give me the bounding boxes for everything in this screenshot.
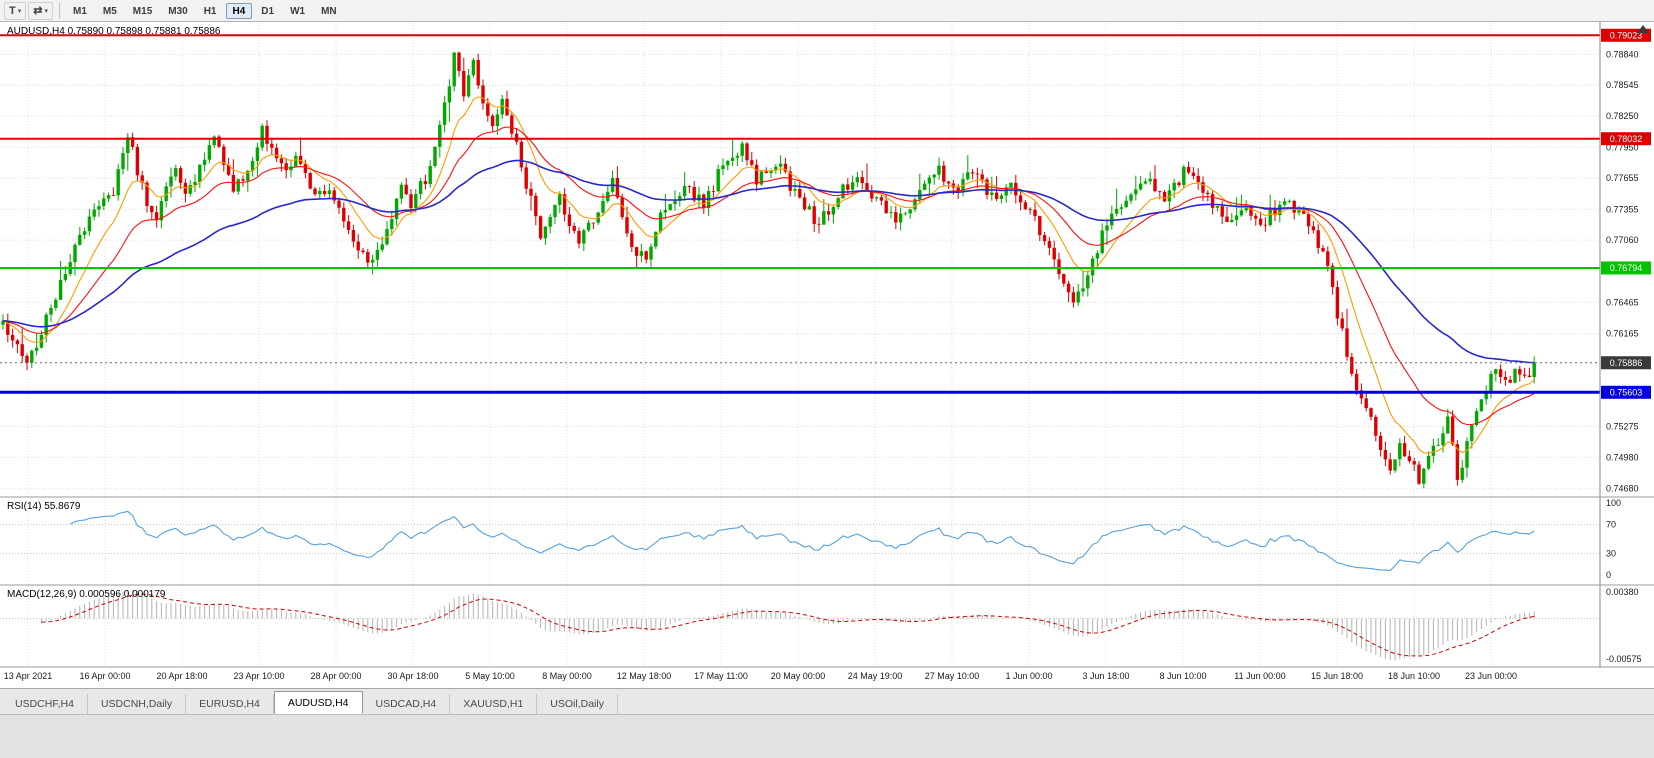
time-axis-label: 8 May 00:00 [542,671,592,681]
rsi-indicator-label: RSI(14) 55.8679 [7,501,81,512]
cursor-mode-button[interactable]: ⇄ ▾ [28,1,53,20]
svg-text:0.74980: 0.74980 [1606,452,1639,462]
ma-medium-line [2,126,1535,426]
time-axis-label: 20 Apr 18:00 [156,671,208,681]
svg-text:0.79023: 0.79023 [1610,30,1643,40]
svg-text:0.78545: 0.78545 [1606,80,1639,90]
hlines-layer [0,34,1600,394]
time-axis: 13 Apr 2021 16 Apr 00:00 20 Apr 18:00 23 Ap… [0,668,1654,688]
chart-region[interactable]: AUDUSD,H4 0.75890 0.75898 0.75881 0.7588… [0,22,1654,668]
chart-type-icon: T [9,4,16,17]
chart-tab-xauusd-h1[interactable]: XAUUSD,H1 [450,694,538,714]
time-axis-label: 23 Apr 10:00 [233,671,285,681]
svg-text:0.77950: 0.77950 [1606,142,1639,152]
chart-canvas[interactable]: 0.78840 0.78545 0.78250 0.77950 0.77655 0.773… [0,22,1654,668]
svg-text:0.76165: 0.76165 [1606,329,1639,339]
tool-icon-group: T ▾ ⇄ ▾ [3,1,54,20]
svg-text:0.76794: 0.76794 [1610,263,1643,273]
chart-tab-usdcnh-daily[interactable]: USDCNH,Daily [88,694,187,714]
timeframe-button-d1[interactable]: D1 [254,3,281,19]
chart-tab-usdcad-h4[interactable]: USDCAD,H4 [363,694,451,714]
toolbar-separator [58,2,60,19]
time-axis-label: 28 Apr 00:00 [310,671,362,681]
macd-indicator-label: MACD(12,26,9) 0.000596 0.000179 [7,589,166,600]
time-axis-label: 24 May 19:00 [847,671,903,681]
support-line-blue-badge [1601,385,1651,399]
timeframe-button-w1[interactable]: W1 [283,3,312,19]
support-line-green-badge [1601,261,1651,275]
timeframe-button-h1[interactable]: H1 [197,3,224,19]
cursor-mode-icon: ⇄ [33,5,43,17]
svg-text:0.78840: 0.78840 [1606,49,1639,59]
svg-text:-0.00575: -0.00575 [1606,654,1642,664]
macd-signal-line [41,593,1535,657]
chart-tab-audusd-h4[interactable]: AUDUSD,H4 [273,691,363,714]
resistance-line-lower-badge [1601,132,1651,146]
caret-down-icon: ▾ [17,7,22,15]
svg-text:0.75275: 0.75275 [1606,422,1639,432]
svg-text:0.77655: 0.77655 [1606,173,1639,183]
time-axis-label: 18 Jun 10:00 [1387,671,1441,681]
chart-type-button[interactable]: T ▾ [4,1,27,20]
timeframe-button-m30[interactable]: M30 [161,3,194,19]
timeframe-button-m1[interactable]: M1 [66,3,94,19]
svg-text:0.75886: 0.75886 [1610,358,1643,368]
svg-text:0.78032: 0.78032 [1610,134,1643,144]
svg-text:0.00380: 0.00380 [1606,587,1639,597]
svg-text:0: 0 [1606,570,1611,580]
status-bar [0,714,1654,758]
time-axis-label: 20 May 00:00 [770,671,826,681]
timeframe-button-m5[interactable]: M5 [96,3,124,19]
moving-averages-layer [2,96,1535,454]
panel-borders [0,496,1654,668]
chart-title: AUDUSD,H4 0.75890 0.75898 0.75881 0.7588… [7,26,221,37]
time-axis-label: 3 Jun 18:00 [1082,671,1130,681]
time-axis-label: 27 May 10:00 [924,671,980,681]
svg-text:0.76465: 0.76465 [1606,297,1639,307]
top-toolbar: T ▾ ⇄ ▾ M1 M5 M15 M30 H1 H4 D1 W1 MN [0,0,1654,22]
time-axis-label: 11 Jun 00:00 [1234,671,1286,681]
time-axis-label: 30 Apr 18:00 [387,671,439,681]
svg-text:100: 100 [1606,498,1621,508]
price-axis: 0.78840 0.78545 0.78250 0.77950 0.77655 0.773… [1599,22,1654,668]
time-axis-label: 5 May 10:00 [465,671,515,681]
scroll-to-end-icon[interactable] [1637,25,1649,33]
svg-text:0.77355: 0.77355 [1606,204,1639,214]
svg-text:0.78250: 0.78250 [1606,111,1639,121]
svg-text:70: 70 [1606,520,1616,530]
time-axis-label: 8 Jun 10:00 [1159,671,1207,681]
rsi-line [69,510,1535,571]
timeframe-button-h4[interactable]: H4 [225,2,253,19]
chart-tab-eurusd-h4[interactable]: EURUSD,H4 [186,694,274,714]
time-axis-label: 12 May 18:00 [616,671,672,681]
time-axis-label: 1 Jun 00:00 [1005,671,1053,681]
ma-fast-line [2,96,1535,454]
svg-text:0.74680: 0.74680 [1606,484,1639,494]
candles-layer [1,51,1536,489]
svg-text:0.77060: 0.77060 [1606,235,1639,245]
current-price-badge [1601,356,1651,370]
chart-tab-usdchf-h4[interactable]: USDCHF,H4 [2,694,88,714]
time-axis-label: 16 Apr 00:00 [79,671,131,681]
time-axis-label: 15 Jun 18:00 [1310,671,1364,681]
svg-text:30: 30 [1606,548,1616,558]
grid-layer [0,22,1600,667]
timeframe-button-mn[interactable]: MN [314,3,344,19]
ma-slow-line [2,159,1535,364]
time-axis-label: 23 Jun 00:00 [1464,671,1518,681]
time-axis-label: 13 Apr 2021 [3,671,53,681]
chart-tab-usoil-daily[interactable]: USOil,Daily [537,694,618,714]
macd-layer [40,589,1535,661]
caret-down-icon: ▾ [44,7,48,15]
chart-tab-bar: USDCHF,H4 USDCNH,Daily EURUSD,H4 AUDUSD,H4 U… [0,688,1654,714]
timeframe-button-m15[interactable]: M15 [126,3,159,19]
rsi-layer [69,510,1535,571]
time-axis-label: 17 May 11:00 [694,671,748,681]
svg-text:0.75603: 0.75603 [1610,387,1643,397]
timeframe-group: M1 M5 M15 M30 H1 H4 D1 W1 MN [65,2,345,19]
